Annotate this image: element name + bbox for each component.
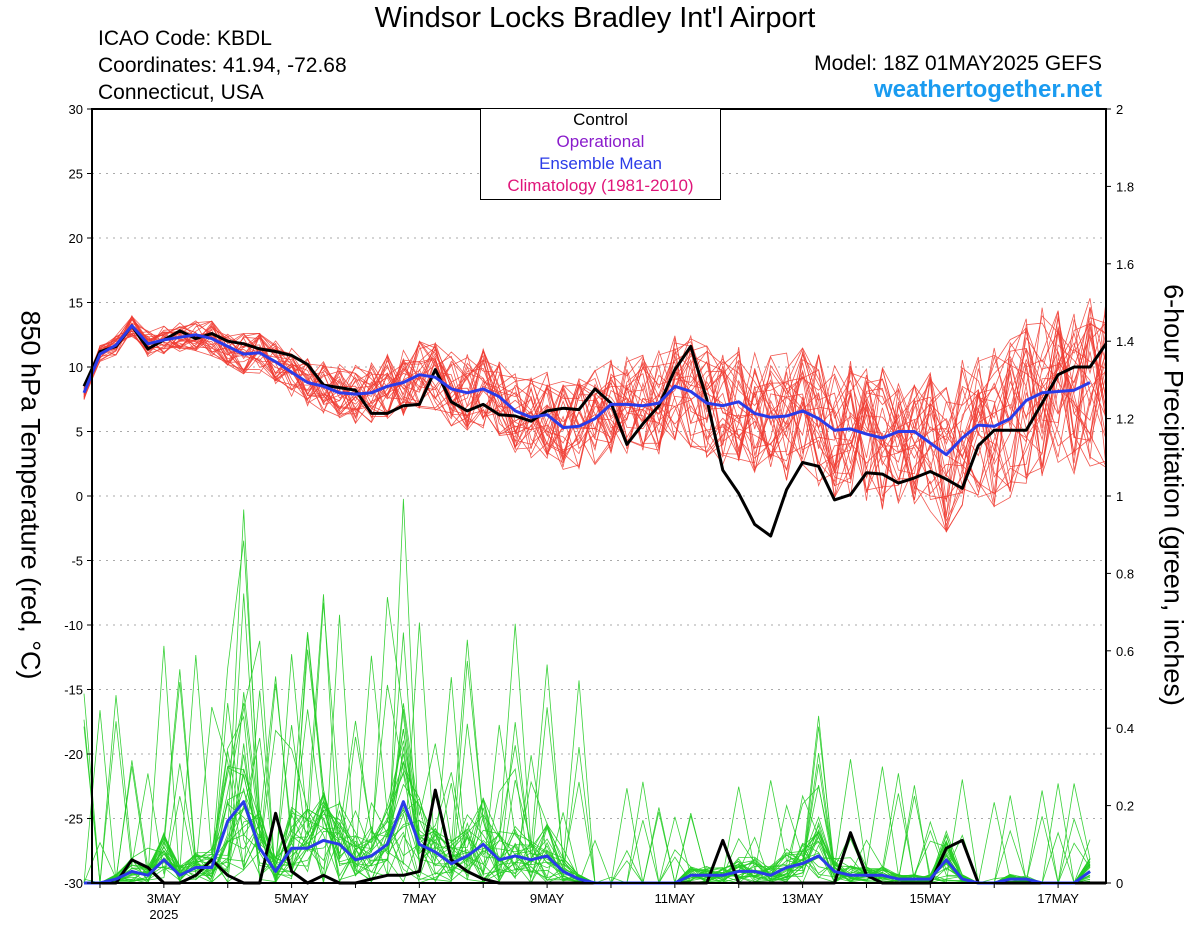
coordinates: Coordinates: 41.94, -72.68 <box>98 54 347 77</box>
ensemble-mean-temperature-line <box>82 324 1091 457</box>
x-tick-label: 17MAY <box>1037 891 1079 906</box>
x-tick-label: 15MAY <box>910 891 952 906</box>
y2-tick-label: 1.2 <box>1116 412 1134 427</box>
site-link[interactable]: weathertogether.net <box>873 76 1102 103</box>
y-tick-label: -10 <box>64 618 83 633</box>
x-tick-label: 7MAY <box>402 891 437 906</box>
temperature-member-lines <box>83 298 1107 533</box>
legend-item-climatology: Climatology (1981-2010) <box>507 176 694 195</box>
y-axis-label-left: 850 hPa Temperature (red, °C) <box>15 310 46 680</box>
precip-member-line <box>84 669 1091 884</box>
y-tick-label: -30 <box>64 876 83 891</box>
x-tick-label: 3MAY <box>147 891 182 906</box>
y2-tick-label: 0.8 <box>1116 566 1134 581</box>
y-tick-label: 30 <box>69 102 83 117</box>
y-tick-label: 5 <box>76 425 83 440</box>
y2-tick-label: 0.4 <box>1116 721 1134 736</box>
x-tick-label: 9MAY <box>530 891 565 906</box>
y2-tick-label: 0.6 <box>1116 644 1134 659</box>
precip-member-line <box>84 632 1091 884</box>
y-tick-label: 15 <box>69 296 83 311</box>
y-tick-label: -25 <box>64 812 83 827</box>
precip-member-line <box>83 634 1091 884</box>
y2-tick-label: 1.6 <box>1116 257 1134 272</box>
temperature-member-line <box>83 313 1107 460</box>
y-tick-label: -20 <box>64 747 83 762</box>
y2-tick-label: 1 <box>1116 489 1123 504</box>
x-tick-sublabel: 2025 <box>149 907 178 922</box>
y-tick-label: -15 <box>64 683 83 698</box>
temperature-member-line <box>83 311 1107 497</box>
temperature-member-line <box>83 310 1107 501</box>
y-tick-label: 10 <box>69 360 83 375</box>
y2-tick-label: 1.4 <box>1116 334 1134 349</box>
temperature-member-line <box>83 318 1107 496</box>
temperature-member-line <box>83 315 1107 522</box>
y-tick-label: 0 <box>76 489 83 504</box>
legend-item-ensemble-mean: Ensemble Mean <box>539 154 662 173</box>
x-tick-label: 13MAY <box>782 891 824 906</box>
y2-tick-label: 0 <box>1116 876 1123 891</box>
y2-tick-label: 1.8 <box>1116 179 1134 194</box>
temperature-member-line <box>83 318 1107 532</box>
y-tick-label: -5 <box>71 554 83 569</box>
y-tick-label: 25 <box>69 167 83 182</box>
model-run: Model: 18Z 01MAY2025 GEFS <box>814 52 1102 75</box>
x-tick-label: 11MAY <box>654 891 695 906</box>
ensemble-mean-precip-line <box>84 800 1091 885</box>
legend: Control Operational Ensemble Mean Climat… <box>480 108 721 200</box>
y2-tick-label: 2 <box>1116 102 1123 117</box>
precip-member-line <box>84 593 1091 884</box>
temperature-member-line <box>83 300 1107 508</box>
temperature-member-line <box>83 319 1107 505</box>
legend-item-control: Control <box>573 110 628 129</box>
precip-member-lines <box>83 498 1091 885</box>
legend-item-operational: Operational <box>556 132 645 151</box>
x-tick-label: 5MAY <box>274 891 309 906</box>
region: Connecticut, USA <box>98 81 264 104</box>
temperature-member-line <box>83 317 1107 502</box>
y2-tick-label: 0.2 <box>1116 799 1134 814</box>
axis-ticks: 302520151050-5-10-15-20-25-3021.81.61.41… <box>64 102 1134 922</box>
icao-code: ICAO Code: KBDL <box>98 27 272 50</box>
temperature-member-line <box>83 322 1107 485</box>
chart-title: Windsor Locks Bradley Int'l Airport <box>374 2 816 34</box>
y-axis-label-right: 6-hour Precipitation (green, inches) <box>1158 284 1189 706</box>
control-temperature-line <box>82 324 1108 538</box>
temperature-member-line <box>83 322 1107 495</box>
y-tick-label: 20 <box>69 231 83 246</box>
